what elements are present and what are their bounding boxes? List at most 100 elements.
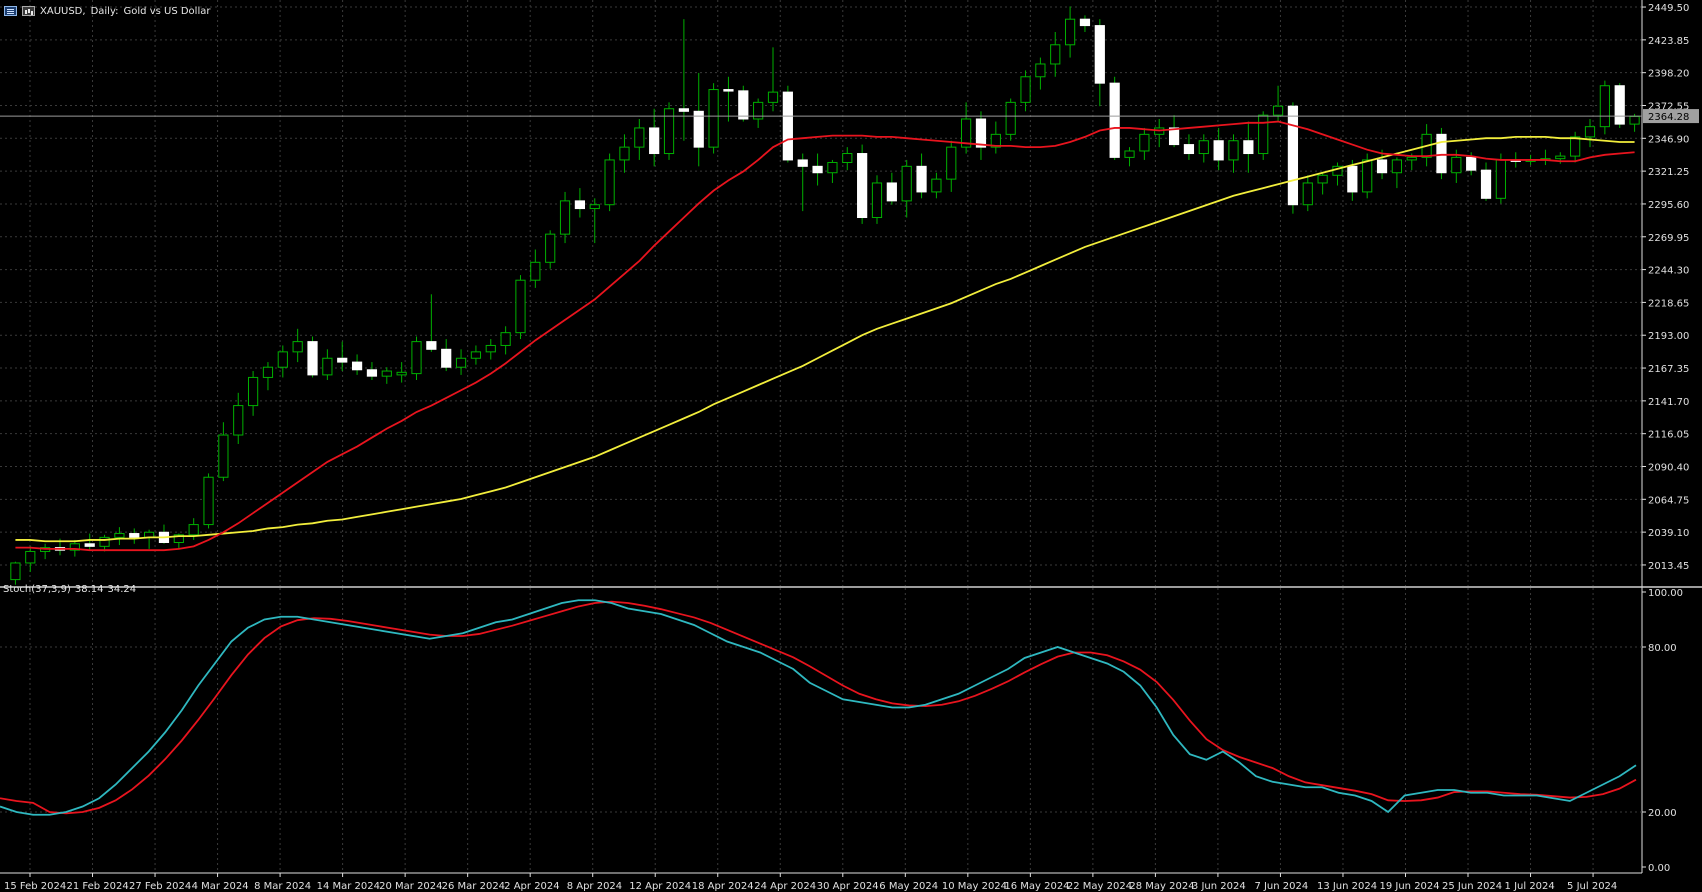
candle-body[interactable] (604, 159, 615, 206)
candle-body[interactable] (188, 524, 199, 536)
candle-body[interactable] (901, 165, 912, 202)
candle-body[interactable] (1317, 174, 1328, 184)
candle-body[interactable] (767, 91, 779, 103)
candle-body[interactable] (1109, 82, 1120, 158)
candle-body[interactable] (411, 341, 422, 375)
candle-body[interactable] (1584, 126, 1596, 138)
candle-body[interactable] (797, 159, 808, 167)
candle-body[interactable] (1183, 144, 1195, 155)
candle-body[interactable] (1287, 105, 1299, 206)
candle-body[interactable] (129, 533, 140, 538)
candle-body[interactable] (619, 146, 630, 161)
candle-body[interactable] (857, 153, 868, 219)
candle-body[interactable] (1094, 25, 1105, 84)
candle-body[interactable] (812, 165, 823, 174)
candle-body[interactable] (708, 89, 719, 148)
candle-body[interactable] (455, 357, 467, 368)
candle-body[interactable] (426, 341, 437, 350)
candle-body[interactable] (753, 101, 764, 120)
chart-window-icon[interactable] (4, 6, 17, 16)
candle-body[interactable] (441, 348, 452, 368)
candle-body[interactable] (1272, 105, 1284, 116)
candle-body[interactable] (1466, 156, 1477, 171)
candle-body[interactable] (69, 543, 80, 551)
candle-body[interactable] (515, 279, 526, 334)
candle-body[interactable] (1139, 133, 1150, 152)
candle-body[interactable] (559, 200, 571, 235)
candle-body[interactable] (1064, 18, 1076, 46)
candle-body[interactable] (782, 91, 793, 161)
candle-body[interactable] (1614, 85, 1625, 125)
candle-body[interactable] (1451, 156, 1462, 174)
candle-body[interactable] (1035, 63, 1046, 78)
candle-body[interactable] (842, 153, 853, 163)
candle-body[interactable] (1362, 159, 1373, 193)
candle-body[interactable] (1495, 159, 1506, 199)
candle-body[interactable] (975, 118, 987, 148)
candle-body[interactable] (886, 182, 897, 202)
candle-body[interactable] (203, 476, 214, 526)
candle-body[interactable] (545, 233, 556, 263)
candle-body[interactable] (500, 332, 511, 346)
candle-body[interactable] (247, 376, 259, 407)
candle-body[interactable] (218, 434, 229, 478)
candle-body[interactable] (1213, 140, 1224, 161)
candle-body[interactable] (381, 370, 392, 377)
candle-body[interactable] (1302, 182, 1313, 206)
candle-body[interactable] (470, 351, 482, 359)
candle-body[interactable] (990, 133, 1001, 148)
candle-body[interactable] (1168, 127, 1180, 146)
candle-body[interactable] (634, 127, 645, 148)
candle-body[interactable] (946, 146, 957, 180)
candle-body[interactable] (366, 369, 378, 377)
candle-body[interactable] (1050, 44, 1061, 65)
candle-body[interactable] (574, 200, 586, 210)
candle-body[interactable] (277, 351, 288, 368)
candle-body[interactable] (1629, 115, 1640, 125)
candle-body[interactable] (1406, 156, 1417, 161)
candle-body[interactable] (1391, 159, 1403, 174)
candle-body[interactable] (1599, 85, 1610, 128)
candle-body[interactable] (693, 110, 704, 148)
candle-body[interactable] (663, 108, 675, 155)
candle-body[interactable] (678, 108, 689, 112)
candle-body[interactable] (589, 204, 600, 210)
candle-body[interactable] (649, 127, 660, 155)
candle-body[interactable] (10, 562, 21, 581)
candle-body[interactable] (1555, 155, 1566, 160)
candle-body[interactable] (1124, 150, 1135, 158)
candle-body[interactable] (307, 341, 318, 376)
candle-body[interactable] (322, 357, 333, 376)
candle-body[interactable] (827, 161, 838, 174)
candle-body[interactable] (961, 118, 972, 148)
candle-body[interactable] (233, 405, 244, 436)
bar-chart-icon[interactable] (22, 6, 35, 16)
candle-body[interactable] (84, 543, 95, 547)
candle-body[interactable] (1243, 140, 1254, 155)
candle-body[interactable] (99, 536, 110, 547)
candle-body[interactable] (723, 89, 734, 92)
candle-body[interactable] (351, 361, 363, 371)
candle-body[interactable] (1228, 140, 1239, 161)
candle-body[interactable] (337, 357, 348, 363)
candle-body[interactable] (1258, 114, 1269, 155)
candle-body[interactable] (871, 182, 883, 219)
candle-body[interactable] (1020, 76, 1031, 103)
candle-body[interactable] (916, 165, 927, 193)
candle-body[interactable] (1347, 165, 1358, 193)
candle-body[interactable] (485, 344, 496, 353)
candle-body[interactable] (530, 261, 541, 281)
candle-body[interactable] (1079, 18, 1091, 27)
candle-body[interactable] (173, 534, 184, 543)
candle-body[interactable] (292, 341, 303, 353)
candle-body[interactable] (1005, 101, 1016, 135)
candle-body[interactable] (262, 366, 274, 378)
candle-body[interactable] (931, 178, 942, 193)
candle-body[interactable] (1436, 133, 1447, 174)
candle-body[interactable] (1376, 159, 1388, 174)
candle-body[interactable] (396, 371, 407, 376)
candle-body[interactable] (1480, 169, 1492, 199)
candle-body[interactable] (114, 533, 125, 538)
